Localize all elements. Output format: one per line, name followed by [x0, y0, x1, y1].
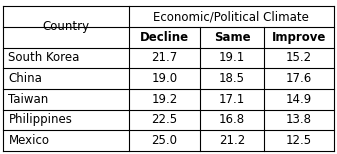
Text: Philippines: Philippines — [8, 113, 72, 126]
Text: 22.5: 22.5 — [151, 113, 178, 126]
Text: 13.8: 13.8 — [286, 113, 312, 126]
Text: 18.5: 18.5 — [219, 72, 245, 85]
Text: 17.1: 17.1 — [219, 93, 245, 106]
Text: Decline: Decline — [140, 31, 189, 44]
Text: Economic/Political Climate: Economic/Political Climate — [153, 10, 309, 23]
Text: 15.2: 15.2 — [286, 51, 312, 64]
Text: Same: Same — [214, 31, 250, 44]
Text: 19.1: 19.1 — [219, 51, 245, 64]
Text: 19.0: 19.0 — [151, 72, 178, 85]
Text: Country: Country — [42, 20, 90, 33]
Text: 16.8: 16.8 — [219, 113, 245, 126]
Text: 21.2: 21.2 — [219, 134, 245, 147]
Text: 25.0: 25.0 — [151, 134, 177, 147]
Text: South Korea: South Korea — [8, 51, 80, 64]
Text: Improve: Improve — [272, 31, 326, 44]
Text: China: China — [8, 72, 42, 85]
Text: 14.9: 14.9 — [286, 93, 312, 106]
Text: 19.2: 19.2 — [151, 93, 178, 106]
Text: 12.5: 12.5 — [286, 134, 312, 147]
Text: Mexico: Mexico — [8, 134, 50, 147]
Text: 21.7: 21.7 — [151, 51, 178, 64]
Text: Taiwan: Taiwan — [8, 93, 49, 106]
Text: 17.6: 17.6 — [286, 72, 312, 85]
